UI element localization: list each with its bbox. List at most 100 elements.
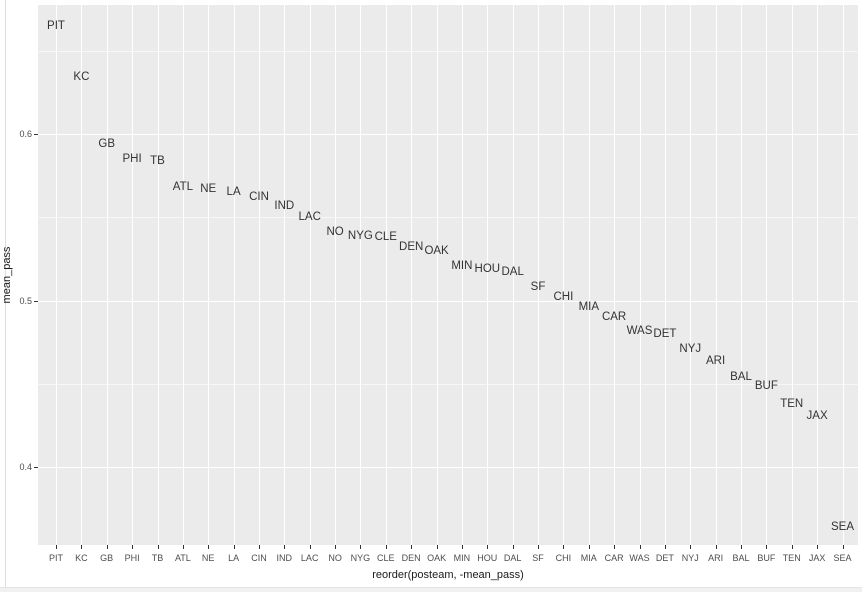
data-point-label: DAL xyxy=(501,266,524,279)
x-axis-tick-label: HOU xyxy=(477,553,498,563)
x-axis-tick-label: ATL xyxy=(174,553,191,563)
x-axis-tick xyxy=(360,545,362,549)
gridline-vertical xyxy=(284,5,286,545)
x-axis-tick-label: MIA xyxy=(580,553,597,563)
data-point-label: ATL xyxy=(172,181,194,194)
data-point-label: BAL xyxy=(730,371,752,384)
data-point-label: PHI xyxy=(122,153,142,165)
bottom-strip xyxy=(0,587,862,592)
x-axis-tick xyxy=(791,545,793,549)
x-axis-tick-label: DET xyxy=(655,553,674,563)
x-axis-tick xyxy=(335,545,337,549)
x-axis-tick xyxy=(614,545,616,549)
gridline-horizontal-minor xyxy=(38,383,858,385)
x-axis-tick-label: CAR xyxy=(604,553,624,563)
x-axis-tick-label: CIN xyxy=(251,553,267,563)
gridline-vertical xyxy=(360,5,362,545)
x-axis-tick-label: TEN xyxy=(782,553,801,563)
x-axis-tick xyxy=(385,545,387,549)
x-axis-tick-label: SEA xyxy=(833,553,852,563)
data-point-label: PIT xyxy=(47,19,65,32)
x-axis-tick-label: SF xyxy=(532,553,544,563)
gridline-vertical xyxy=(335,5,337,545)
data-point-label: LAC xyxy=(298,211,321,224)
x-axis-tick-label: JAX xyxy=(808,553,826,563)
gridline-horizontal-minor xyxy=(38,217,858,219)
data-point-label: NE xyxy=(200,183,217,195)
data-point-label: NYJ xyxy=(679,342,702,355)
gridline-vertical xyxy=(106,5,108,545)
data-point-label: CHI xyxy=(553,291,574,304)
x-axis-tick-label: OAK xyxy=(427,553,447,563)
gridline-vertical xyxy=(817,5,819,545)
data-point-label: CIN xyxy=(249,191,269,204)
x-axis-tick xyxy=(715,545,717,549)
gridline-vertical xyxy=(461,5,463,545)
data-point-label: DEN xyxy=(399,241,424,254)
gridline-vertical xyxy=(741,5,742,545)
x-axis-tick xyxy=(538,545,539,549)
x-axis-tick xyxy=(157,545,159,549)
gridline-vertical xyxy=(512,5,514,545)
gridline-vertical xyxy=(385,5,387,545)
gridline-vertical xyxy=(233,5,235,545)
x-axis-tick-label: KC xyxy=(75,553,88,563)
gridline-vertical xyxy=(563,5,565,545)
data-point-label: NYG xyxy=(347,229,373,242)
x-axis-tick-label: GB xyxy=(100,553,114,563)
x-axis-tick xyxy=(411,545,413,549)
data-point-label: OAK xyxy=(424,244,449,257)
x-axis-tick xyxy=(512,545,514,549)
x-axis-tick-label: NYJ xyxy=(681,553,699,563)
x-axis-tick xyxy=(132,545,134,549)
x-axis-tick xyxy=(766,545,768,549)
gridline-vertical xyxy=(309,5,311,545)
x-axis-tick xyxy=(842,545,844,549)
gridline-vertical xyxy=(259,5,260,545)
x-axis-tick xyxy=(487,545,489,549)
x-axis-tick xyxy=(461,545,463,549)
data-point-label: BUF xyxy=(754,379,778,392)
x-axis-tick xyxy=(741,545,742,549)
x-axis-tick-label: DAL xyxy=(503,553,522,563)
y-axis-tick xyxy=(34,134,38,135)
y-axis-tick-label: 0.4 xyxy=(19,462,32,473)
y-axis-tick-label: 0.5 xyxy=(19,295,32,306)
data-point-label: LA xyxy=(226,186,241,199)
gridline-vertical xyxy=(690,5,692,545)
gridline-vertical xyxy=(588,5,590,545)
gridline-horizontal-major xyxy=(38,300,858,302)
x-axis-tick-label: ARI xyxy=(708,553,724,563)
gridline-vertical xyxy=(132,5,134,545)
data-point-label: GB xyxy=(98,138,115,150)
x-axis-tick-label: PHI xyxy=(124,553,140,563)
gridline-vertical xyxy=(436,5,438,545)
data-point-label: TEN xyxy=(780,397,804,410)
data-point-label: CAR xyxy=(601,311,627,324)
x-axis-tick xyxy=(563,545,565,549)
y-axis-tick xyxy=(34,300,38,302)
gridline-vertical xyxy=(842,5,844,545)
data-point-label: JAX xyxy=(806,409,828,422)
x-axis-tick xyxy=(309,545,311,549)
gridline-vertical xyxy=(614,5,616,545)
gridline-vertical xyxy=(766,5,768,545)
pane-left-border xyxy=(5,0,6,592)
data-point-label: CLE xyxy=(374,231,397,244)
gridline-vertical xyxy=(664,5,666,545)
data-point-label: DET xyxy=(653,327,677,340)
gridline-vertical xyxy=(639,5,641,545)
gridline-horizontal-major xyxy=(38,134,858,135)
x-axis-tick xyxy=(259,545,260,549)
x-axis-tick xyxy=(208,545,210,549)
data-point-label: NO xyxy=(326,226,344,239)
x-axis-tick-label: LAC xyxy=(300,553,319,563)
x-axis-tick-label: LA xyxy=(228,553,240,563)
data-point-label: IND xyxy=(274,199,295,212)
y-axis-tick xyxy=(34,467,38,469)
x-axis-tick xyxy=(56,545,57,549)
gridline-vertical xyxy=(56,5,57,545)
x-axis-tick xyxy=(639,545,641,549)
y-axis-tick-label: 0.6 xyxy=(19,129,32,139)
